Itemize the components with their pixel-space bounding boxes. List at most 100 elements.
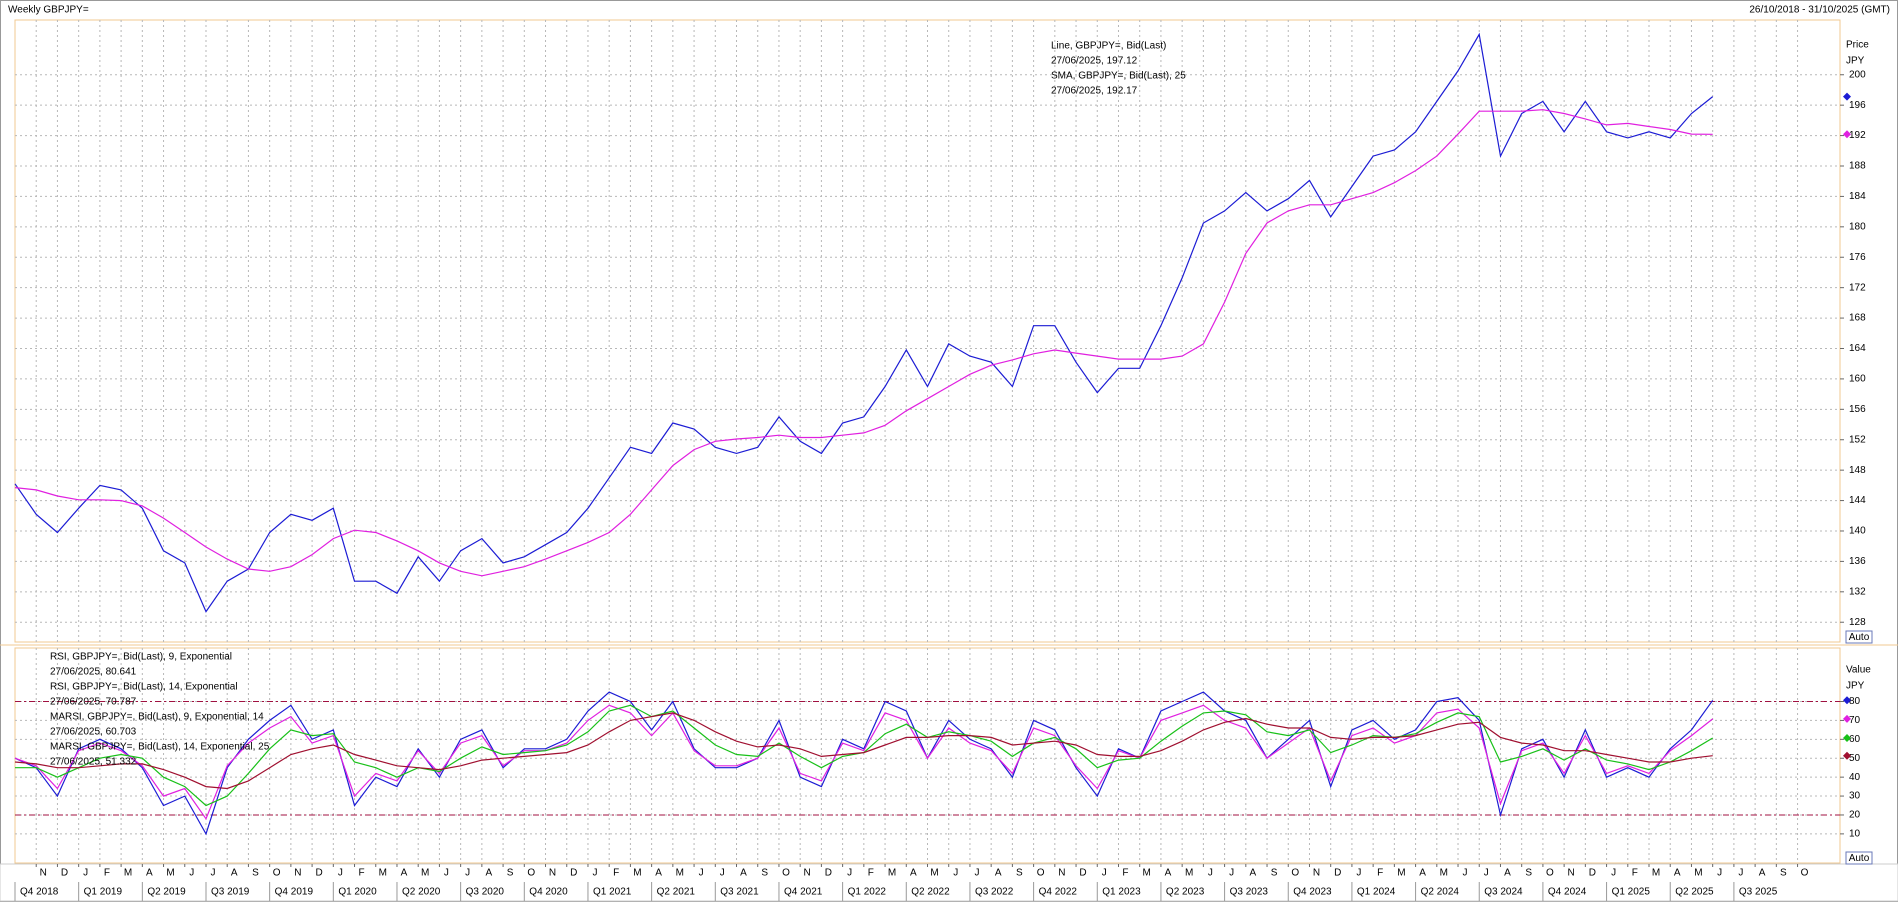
x-tick-label: M bbox=[124, 868, 132, 879]
x-tick-label: F bbox=[104, 868, 110, 879]
y-tick-label: 192 bbox=[1849, 130, 1866, 141]
legend-value: 27/06/2025, 70.787 bbox=[50, 697, 137, 708]
x-tick-label: J bbox=[1229, 868, 1234, 879]
x-tick-label: M bbox=[421, 868, 429, 879]
quarter-label: Q2 2024 bbox=[1421, 887, 1460, 898]
x-tick-label: A bbox=[231, 868, 238, 879]
x-tick-label: M bbox=[888, 868, 896, 879]
quarter-label: Q2 2023 bbox=[1166, 887, 1205, 898]
x-tick-label: J bbox=[1611, 868, 1616, 879]
x-tick-label: N bbox=[1058, 868, 1065, 879]
x-tick-label: F bbox=[1377, 868, 1383, 879]
x-tick-label: N bbox=[40, 868, 47, 879]
x-tick-label: J bbox=[1717, 868, 1722, 879]
x-tick-label: S bbox=[507, 868, 514, 879]
x-tick-label: J bbox=[953, 868, 958, 879]
y-tick-label: 164 bbox=[1849, 343, 1866, 354]
x-tick-label: J bbox=[1208, 868, 1213, 879]
y-tick-label: 60 bbox=[1849, 734, 1861, 745]
x-tick-label: F bbox=[1632, 868, 1638, 879]
series-line bbox=[14, 109, 1713, 577]
y-tick-label: 196 bbox=[1849, 100, 1866, 111]
x-tick-label: S bbox=[761, 868, 768, 879]
y-tick-label: 168 bbox=[1849, 313, 1866, 324]
x-tick-label: S bbox=[1780, 868, 1787, 879]
quarter-label: Q4 2020 bbox=[529, 887, 568, 898]
quarter-label: Q1 2021 bbox=[593, 887, 632, 898]
x-tick-label: D bbox=[825, 868, 832, 879]
x-tick-label: J bbox=[189, 868, 194, 879]
chart-title: Weekly GBPJPY= bbox=[8, 5, 89, 16]
x-tick-label: F bbox=[868, 868, 874, 879]
quarter-label: Q4 2022 bbox=[1039, 887, 1078, 898]
x-tick-label: F bbox=[358, 868, 364, 879]
x-tick-label: M bbox=[1143, 868, 1151, 879]
y-tick-label: 172 bbox=[1849, 282, 1866, 293]
x-tick-label: J bbox=[592, 868, 597, 879]
x-tick-label: M bbox=[1185, 868, 1193, 879]
legend-name: RSI, GBPJPY=, Bid(Last), 9, Exponential bbox=[50, 652, 232, 663]
x-tick-label: J bbox=[465, 868, 470, 879]
legend-name: Line, GBPJPY=, Bid(Last) bbox=[1051, 41, 1166, 52]
quarter-label: Q3 2020 bbox=[466, 887, 505, 898]
x-tick-label: J bbox=[699, 868, 704, 879]
x-tick-label: J bbox=[83, 868, 88, 879]
quarter-label: Q1 2024 bbox=[1357, 887, 1396, 898]
x-tick-label: S bbox=[252, 868, 259, 879]
last-value-marker bbox=[1843, 92, 1851, 101]
x-tick-label: J bbox=[1738, 868, 1743, 879]
y-tick-label: 188 bbox=[1849, 161, 1866, 172]
series-line bbox=[14, 32, 1714, 613]
x-tick-label: N bbox=[1568, 868, 1575, 879]
auto-button[interactable] bbox=[1845, 630, 1873, 644]
quarter-label: Q2 2019 bbox=[147, 887, 186, 898]
y-axis-title: Price bbox=[1846, 40, 1869, 51]
date-range: 26/10/2018 - 31/10/2025 (GMT) bbox=[1749, 5, 1890, 16]
x-tick-label: A bbox=[1759, 868, 1766, 879]
quarter-label: Q3 2021 bbox=[720, 887, 759, 898]
auto-button-label[interactable]: Auto bbox=[1849, 853, 1870, 864]
x-tick-label: N bbox=[294, 868, 301, 879]
y-tick-label: 156 bbox=[1849, 404, 1866, 415]
x-tick-label: O bbox=[782, 868, 790, 879]
series-line bbox=[14, 712, 1713, 790]
x-tick-label: D bbox=[570, 868, 577, 879]
y-axis-unit: JPY bbox=[1846, 56, 1865, 67]
quarter-label: Q3 2023 bbox=[1230, 887, 1269, 898]
x-tick-label: O bbox=[1037, 868, 1045, 879]
x-tick-label: D bbox=[61, 868, 68, 879]
y-axis-title: Value bbox=[1846, 665, 1871, 676]
last-value-marker bbox=[1843, 734, 1851, 743]
legend-value: 27/06/2025, 80.641 bbox=[50, 667, 137, 678]
x-tick-label: F bbox=[1122, 868, 1128, 879]
x-tick-label: S bbox=[1271, 868, 1278, 879]
quarter-label: Q1 2019 bbox=[84, 887, 123, 898]
legend-name: RSI, GBPJPY=, Bid(Last), 14, Exponential bbox=[50, 682, 238, 693]
x-tick-label: M bbox=[633, 868, 641, 879]
x-tick-label: S bbox=[1525, 868, 1532, 879]
x-tick-label: D bbox=[315, 868, 322, 879]
y-tick-label: 128 bbox=[1849, 617, 1866, 628]
x-tick-label: D bbox=[1334, 868, 1341, 879]
x-tick-label: M bbox=[1397, 868, 1405, 879]
x-tick-label: S bbox=[1016, 868, 1023, 879]
auto-button[interactable] bbox=[1845, 851, 1873, 865]
last-value-marker bbox=[1843, 696, 1851, 705]
y-tick-label: 180 bbox=[1849, 221, 1866, 232]
quarter-label: Q1 2020 bbox=[338, 887, 377, 898]
legend-name: SMA, GBPJPY=, Bid(Last), 25 bbox=[1051, 71, 1186, 82]
legend-name: MARSI, GBPJPY=, Bid(Last), 9, Exponentia… bbox=[50, 712, 264, 723]
quarter-label: Q4 2024 bbox=[1548, 887, 1587, 898]
y-axis-unit: JPY bbox=[1846, 681, 1865, 692]
x-tick-label: J bbox=[847, 868, 852, 879]
quarter-label: Q4 2018 bbox=[20, 887, 59, 898]
auto-button-label[interactable]: Auto bbox=[1849, 632, 1870, 643]
x-tick-label: J bbox=[1356, 868, 1361, 879]
quarter-label: Q1 2025 bbox=[1612, 887, 1651, 898]
x-tick-label: J bbox=[1484, 868, 1489, 879]
x-tick-label: M bbox=[1440, 868, 1448, 879]
y-tick-label: 80 bbox=[1849, 696, 1861, 707]
quarter-label: Q2 2020 bbox=[402, 887, 441, 898]
x-tick-label: J bbox=[210, 868, 215, 879]
